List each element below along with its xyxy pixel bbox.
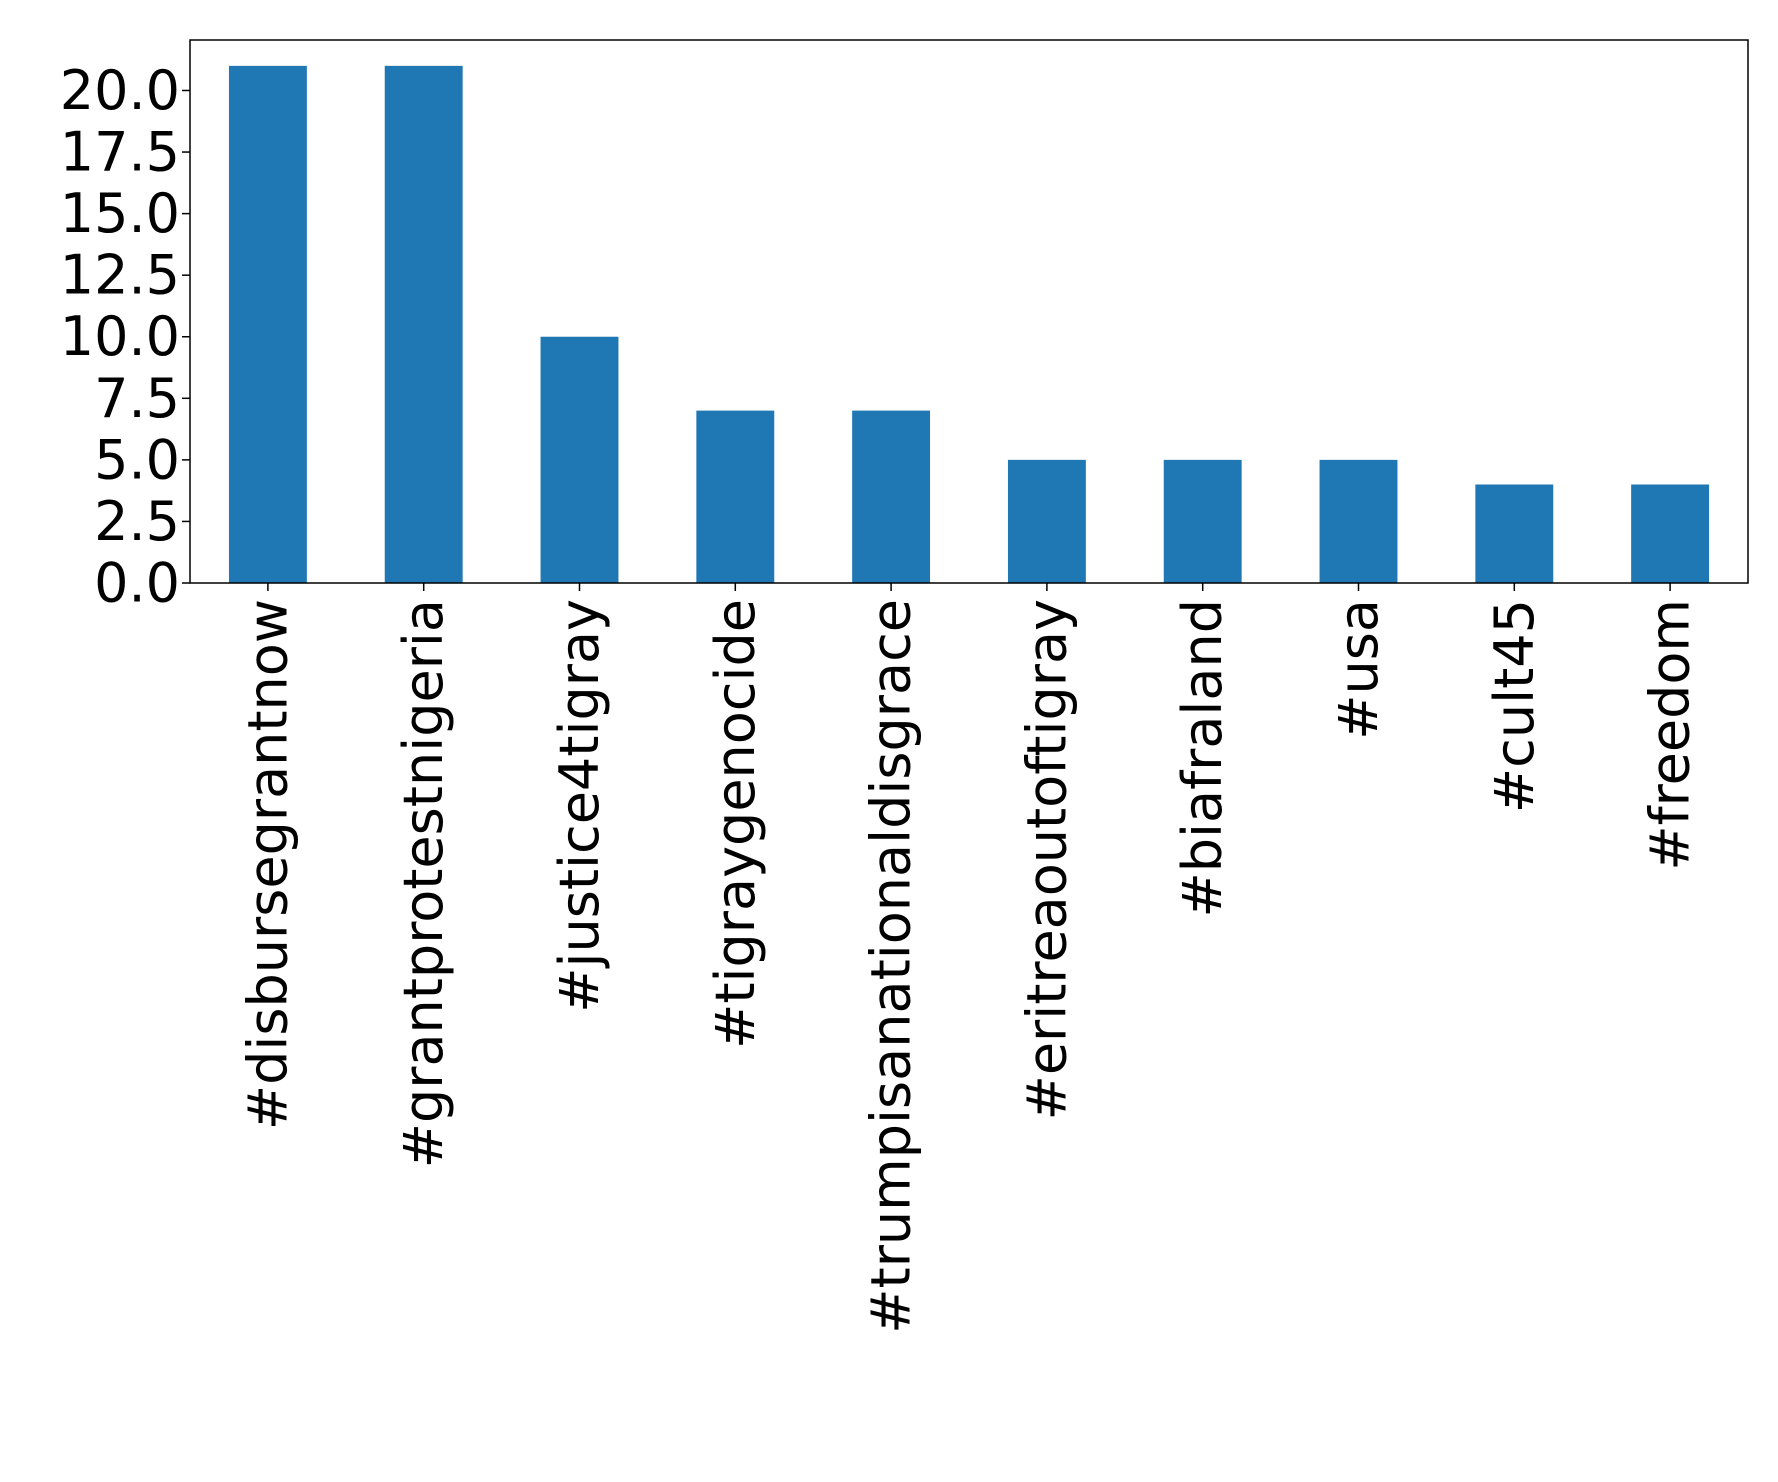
y-tick-label: 0.0 <box>94 552 180 615</box>
bar <box>384 65 463 584</box>
bar <box>1319 459 1398 583</box>
y-tick-label: 20.0 <box>60 59 180 122</box>
bar <box>1475 484 1554 583</box>
x-tick-label: #tigraygenocide <box>704 599 767 1049</box>
x-tick-label: #usa <box>1327 599 1390 740</box>
bar <box>540 336 619 583</box>
x-tick-label: #eritreaoutoftigray <box>1015 599 1078 1120</box>
bar <box>696 410 775 583</box>
y-tick-label: 2.5 <box>94 490 180 553</box>
x-tick-label: #biafraland <box>1171 599 1234 918</box>
y-tick-label: 12.5 <box>60 244 180 307</box>
bar <box>1631 484 1710 583</box>
y-tick-label: 7.5 <box>94 367 180 430</box>
x-tick-label: #cult45 <box>1483 599 1546 813</box>
x-tick-label: #justice4tigray <box>548 599 611 1013</box>
y-tick-label: 10.0 <box>60 305 180 368</box>
bar <box>1163 459 1242 583</box>
bar <box>228 65 307 584</box>
x-tick-label: #trumpisanationaldisgrace <box>860 599 923 1334</box>
bar <box>1007 459 1086 583</box>
bar <box>852 410 931 583</box>
x-tick-label: #disbursegrantnow <box>236 599 299 1130</box>
x-axis: #disbursegrantnow #grantprotestnigeria #ju… <box>236 583 1702 1334</box>
y-tick-label: 5.0 <box>94 428 180 491</box>
y-tick-label: 15.0 <box>60 182 180 245</box>
plot-area-frame <box>189 39 1749 584</box>
y-tick-label: 17.5 <box>60 121 180 184</box>
x-tick-label: #freedom <box>1639 599 1702 871</box>
x-tick-label: #grantprotestnigeria <box>392 599 455 1168</box>
y-axis: 0.02.55.07.510.012.515.017.520.0 <box>60 59 190 615</box>
bars-group <box>228 65 1710 584</box>
